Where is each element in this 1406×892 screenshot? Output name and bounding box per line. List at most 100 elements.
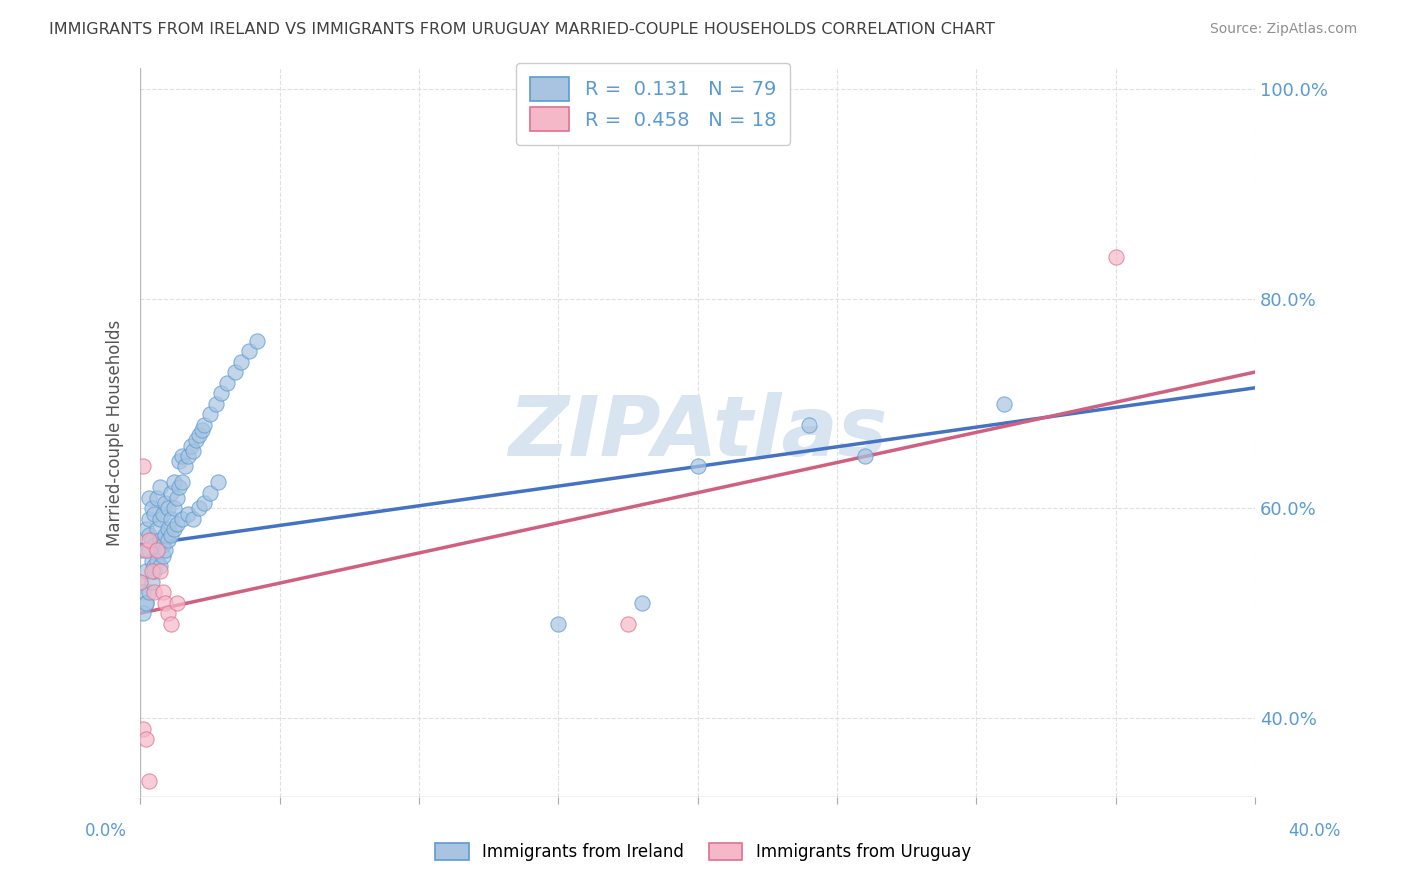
Point [141, 533, 163, 547]
Point [160, 527, 183, 541]
Point [141, 501, 163, 516]
Point [797, 417, 820, 432]
Point [135, 522, 157, 536]
Point [157, 501, 180, 516]
Point [177, 449, 200, 463]
Point [172, 449, 194, 463]
Point [135, 543, 157, 558]
Point [138, 543, 160, 558]
Point [198, 485, 221, 500]
Point [174, 459, 197, 474]
Point [181, 512, 204, 526]
Point [172, 512, 194, 526]
Point [143, 559, 166, 574]
Point [132, 459, 155, 474]
Point [132, 543, 155, 558]
Point [166, 517, 188, 532]
Point [146, 491, 169, 505]
Point [204, 396, 226, 410]
Point [143, 585, 166, 599]
Y-axis label: Married-couple Households: Married-couple Households [107, 319, 124, 546]
Point [166, 596, 188, 610]
Point [190, 423, 212, 437]
Point [135, 564, 157, 578]
Point [152, 507, 174, 521]
Point [1104, 250, 1126, 264]
Point [155, 496, 177, 510]
Point [238, 344, 260, 359]
Point [141, 564, 163, 578]
Point [229, 354, 252, 368]
Point [181, 443, 204, 458]
Point [163, 522, 186, 536]
Point [132, 606, 155, 620]
Point [135, 732, 157, 747]
Point [135, 596, 157, 610]
Point [155, 596, 177, 610]
Point [132, 585, 155, 599]
Point [149, 559, 172, 574]
Point [146, 554, 169, 568]
Point [146, 543, 169, 558]
Point [224, 365, 246, 379]
Text: IMMIGRANTS FROM IRELAND VS IMMIGRANTS FROM URUGUAY MARRIED-COUPLE HOUSEHOLDS COR: IMMIGRANTS FROM IRELAND VS IMMIGRANTS FR… [49, 22, 995, 37]
Point [160, 616, 183, 631]
Point [547, 616, 569, 631]
Point [993, 396, 1015, 410]
Point [193, 417, 215, 432]
Point [152, 585, 174, 599]
Point [631, 596, 654, 610]
Point [246, 334, 269, 348]
Point [135, 596, 157, 610]
Point [138, 533, 160, 547]
Point [207, 475, 229, 490]
Point [187, 428, 209, 442]
Point [160, 512, 183, 526]
Point [853, 449, 876, 463]
Text: 0.0%: 0.0% [84, 822, 127, 840]
Point [169, 480, 191, 494]
Point [141, 574, 163, 589]
Point [184, 434, 207, 448]
Point [138, 585, 160, 599]
Point [129, 574, 152, 589]
Point [149, 480, 172, 494]
Point [143, 564, 166, 578]
Point [686, 459, 709, 474]
Point [155, 543, 177, 558]
Point [146, 543, 169, 558]
Point [160, 485, 183, 500]
Point [152, 549, 174, 563]
Point [163, 475, 186, 490]
Point [209, 386, 232, 401]
Point [149, 512, 172, 526]
Legend: Immigrants from Ireland, Immigrants from Uruguay: Immigrants from Ireland, Immigrants from… [429, 836, 977, 868]
Point [163, 501, 186, 516]
Point [138, 491, 160, 505]
Point [180, 438, 202, 452]
Point [143, 538, 166, 552]
Point [169, 454, 191, 468]
Text: ZIPAtlas: ZIPAtlas [508, 392, 887, 473]
Point [215, 376, 238, 390]
Point [617, 616, 640, 631]
Point [138, 527, 160, 541]
Point [172, 475, 194, 490]
Legend: R =  0.131   N = 79, R =  0.458   N = 18: R = 0.131 N = 79, R = 0.458 N = 18 [516, 63, 790, 145]
Point [146, 522, 169, 536]
Text: 40.0%: 40.0% [1288, 822, 1341, 840]
Point [157, 522, 180, 536]
Point [138, 512, 160, 526]
Point [138, 774, 160, 789]
Point [157, 533, 180, 547]
Point [198, 407, 221, 421]
Point [155, 527, 177, 541]
Point [152, 538, 174, 552]
Point [129, 574, 152, 589]
Point [143, 507, 166, 521]
Point [166, 491, 188, 505]
Text: Source: ZipAtlas.com: Source: ZipAtlas.com [1209, 22, 1357, 37]
Point [187, 501, 209, 516]
Point [132, 722, 155, 736]
Point [177, 507, 200, 521]
